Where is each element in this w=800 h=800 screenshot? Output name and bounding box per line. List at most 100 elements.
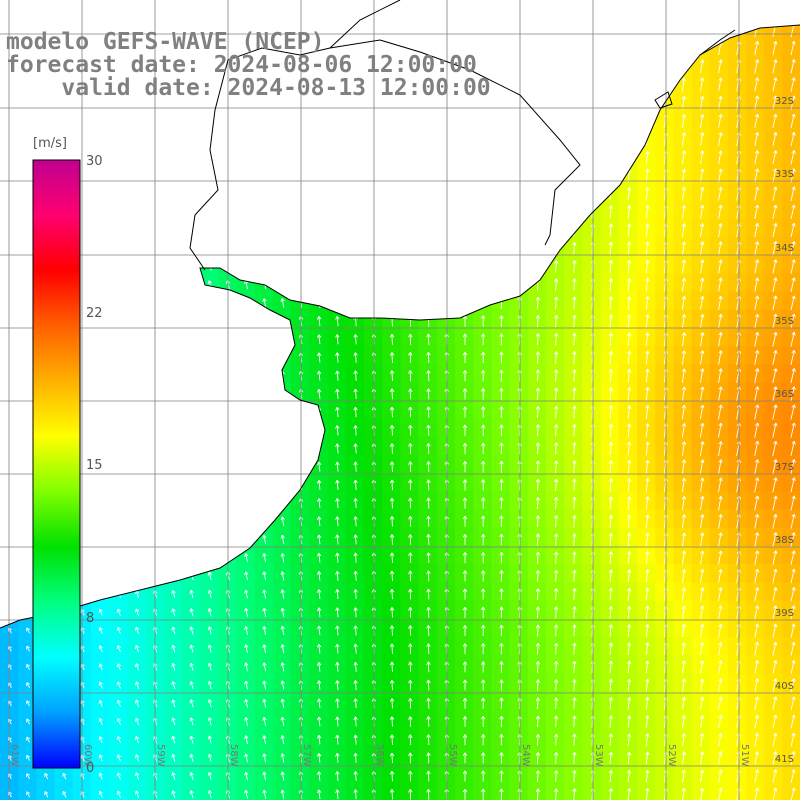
wind-cell [618,309,638,329]
wind-cell [436,709,456,729]
wind-cell [782,127,800,147]
wind-cell [382,382,401,401]
wind-cell [709,564,729,583]
wind-cell [418,600,438,620]
wind-cell [418,345,438,365]
wind-cell [691,418,711,438]
wind-cell [564,455,583,474]
wind-cell [527,327,547,347]
wind-cell [582,728,602,747]
wind-cell [364,600,383,620]
wind-cell [400,400,420,420]
wind-cell [746,618,765,638]
wind-cell [691,746,711,765]
wind-cell [436,455,456,474]
wind-cell [782,309,800,329]
wind-cell [436,637,456,656]
wind-cell [764,637,784,656]
wind-cell [455,364,474,383]
wind-arrow [718,168,723,183]
wind-cell [527,382,547,401]
wind-cell [655,127,674,147]
wind-arrow [681,132,687,146]
wind-cell [728,655,747,674]
wind-arrow [754,77,760,92]
wind-cell [691,109,711,128]
wind-cell [746,200,765,219]
wind-cell [436,546,456,565]
wind-cell [546,345,565,365]
wind-arrow [772,186,778,201]
wind-cell [782,782,800,800]
wind-cell [564,582,583,602]
wind-cell [764,327,784,347]
wind-cell [673,400,693,420]
wind-cell [600,455,620,474]
longitude-label: 58W [228,744,239,767]
wind-cell [618,709,638,729]
wind-cell [655,473,674,492]
wind-cell [491,491,511,511]
wind-cell [564,400,583,420]
wind-cell [455,746,474,765]
wind-cell [782,491,800,511]
colorbar-tick-8: 8 [86,611,94,626]
wind-cell [600,491,620,511]
wind-cell [564,273,583,292]
wind-cell [564,764,583,784]
wind-cell [746,400,765,420]
wind-cell [691,72,711,92]
wind-cell [546,364,565,383]
wind-cell [618,582,638,602]
wind-cell [673,691,693,711]
latitude-label: 32S [775,96,794,107]
wind-cell [600,691,620,711]
wind-cell [709,145,729,165]
wind-cell [455,509,474,529]
wind-cell [655,200,674,219]
wind-cell [746,673,765,693]
wind-arrow [718,186,723,201]
wind-cell [582,764,602,784]
wind-arrow [754,204,760,219]
wind-cell [673,418,693,438]
wind-cell [546,473,565,492]
wind-cell [709,455,729,474]
wind-cell [709,509,729,529]
wind-cell [746,364,765,383]
wind-cell [728,564,747,583]
wind-cell [746,327,765,347]
wind-arrow [718,223,723,238]
wind-cell [637,691,656,711]
wind-cell [546,400,565,420]
wind-cell [473,546,492,565]
wind-cell [728,527,747,547]
wind-cell [582,291,602,310]
wind-arrow [681,186,687,201]
wind-cell [655,600,674,620]
wind-cell [509,546,529,565]
longitude-label: 52W [666,744,677,767]
wind-cell [564,418,583,438]
wind-cell [728,473,747,492]
wind-cell [764,382,784,401]
wind-cell [618,291,638,310]
wind-cell [728,254,747,274]
wind-cell [509,746,529,765]
wind-cell [582,400,602,420]
wind-cell [746,236,765,256]
wind-cell [618,473,638,492]
wind-cell [382,564,401,583]
wind-cell [436,600,456,620]
wind-cell [782,691,800,711]
wind-cell [564,345,583,365]
wind-cell [764,400,784,420]
wind-cell [418,546,438,565]
wind-cell [382,728,401,747]
wind-cell [764,36,784,56]
wind-cell [764,182,784,201]
wind-cell [582,327,602,347]
wind-cell [764,436,784,456]
wind-cell [673,582,693,602]
